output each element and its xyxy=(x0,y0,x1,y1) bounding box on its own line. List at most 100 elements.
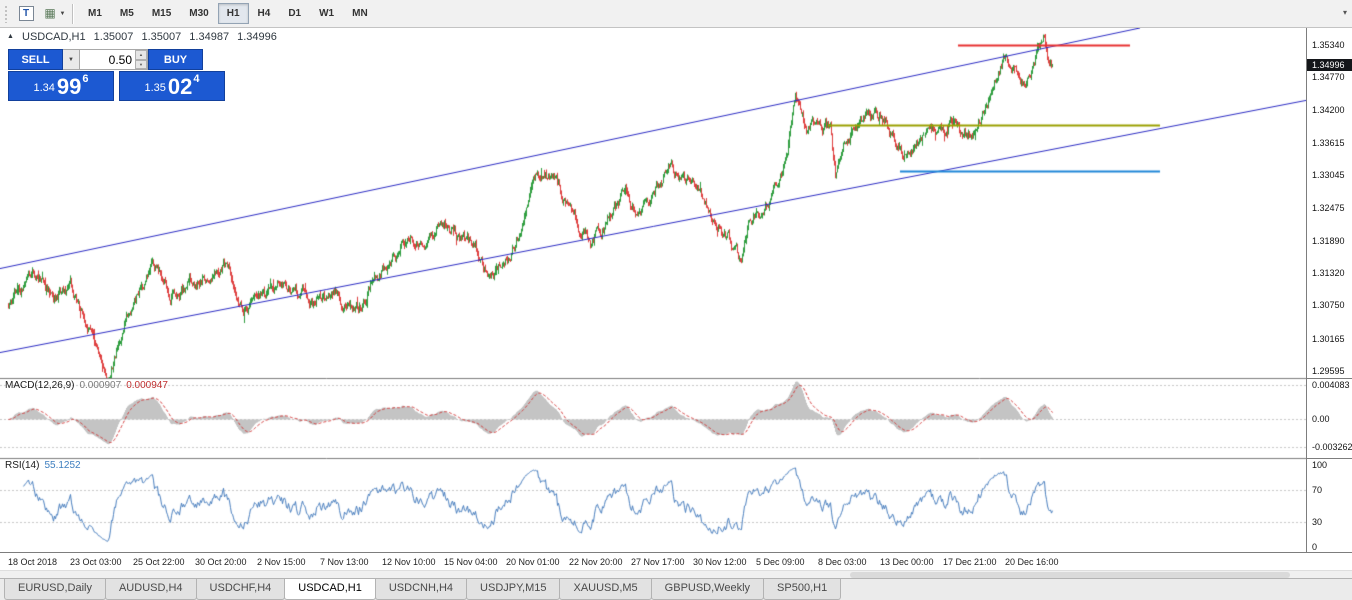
price-axis-label: 1.33045 xyxy=(1312,170,1345,180)
price-axis-label: 1.31320 xyxy=(1312,268,1345,278)
spin-up-icon[interactable]: ▲ xyxy=(135,50,147,60)
buy-button[interactable]: BUY xyxy=(148,49,203,70)
price-chart-canvas[interactable] xyxy=(0,28,1306,552)
time-axis-label: 25 Oct 22:00 xyxy=(133,557,185,567)
bid-point: 6 xyxy=(82,73,89,85)
timeframe-button-m5[interactable]: M5 xyxy=(119,8,134,19)
timeframe-button-d1[interactable]: D1 xyxy=(288,8,302,19)
chart-tab-sp500[interactable]: SP500,H1 xyxy=(763,579,842,600)
chart-tab-xauusd[interactable]: XAUUSD,M5 xyxy=(559,579,652,600)
macd-name: MACD(12,26,9) xyxy=(5,380,75,391)
time-axis-label: 27 Nov 17:00 xyxy=(631,557,685,567)
chart-symbol: USDCAD,H1 xyxy=(22,31,86,43)
ask-price-button[interactable]: 1.35 02 4 xyxy=(119,71,225,101)
toolbar-separator xyxy=(72,3,74,24)
sell-button[interactable]: SELL xyxy=(8,49,63,70)
time-axis-label: 18 Oct 2018 xyxy=(8,557,58,567)
price-axis-label: 1.34200 xyxy=(1312,105,1345,115)
rsi-scale-label: 0 xyxy=(1312,542,1318,552)
ohlc-high: 1.35007 xyxy=(141,31,182,43)
time-axis-label: 5 Dec 09:00 xyxy=(756,557,805,567)
chart-tab-gbpusd[interactable]: GBPUSD,Weekly xyxy=(650,579,765,600)
ohlc-low: 1.34987 xyxy=(189,31,230,43)
toolbar-grip[interactable] xyxy=(4,4,8,23)
spin-down-icon[interactable]: ▼ xyxy=(135,59,147,69)
chart-tab-usdjpy[interactable]: USDJPY,M15 xyxy=(466,579,561,600)
timeframe-button-h1[interactable]: H1 xyxy=(217,3,249,24)
price-axis-label: 1.35340 xyxy=(1312,40,1345,50)
chart-tab-audusd[interactable]: AUDUSD,H4 xyxy=(104,579,197,600)
time-axis-label: 12 Nov 10:00 xyxy=(382,557,436,567)
toolbar-overflow-icon[interactable]: ▾ xyxy=(1342,8,1347,17)
time-axis-label: 2 Nov 15:00 xyxy=(257,557,306,567)
price-axis[interactable]: 1.35340 1.34770 1.34200 1.33615 1.33045 1.324… xyxy=(1306,28,1352,552)
chart-header: ▲ USDCAD,H1 1.35007 1.35007 1.34987 1.34… xyxy=(7,31,282,43)
price-axis-label: 1.31890 xyxy=(1312,236,1345,246)
scrollbar-thumb[interactable] xyxy=(850,572,1290,578)
time-axis-label: 20 Dec 16:00 xyxy=(1005,557,1059,567)
chart-expand-icon: ▲ xyxy=(7,33,14,40)
bid-price-button[interactable]: 1.34 99 6 xyxy=(8,71,114,101)
rsi-name: RSI(14) xyxy=(5,460,40,471)
time-axis-label: 13 Dec 00:00 xyxy=(880,557,934,567)
macd-scale-label: 0.00 xyxy=(1312,414,1330,424)
time-axis-label: 20 Nov 01:00 xyxy=(506,557,560,567)
time-axis-label: 23 Oct 03:00 xyxy=(70,557,122,567)
price-axis-label: 1.30750 xyxy=(1312,300,1345,310)
ask-point: 4 xyxy=(193,73,200,85)
current-price-box: 1.34996 xyxy=(1307,59,1352,71)
macd-main-value: 0.000907 xyxy=(79,380,122,391)
price-axis-label: 1.32475 xyxy=(1312,203,1345,213)
price-axis-label: 1.34770 xyxy=(1312,72,1345,82)
time-axis-label: 30 Oct 20:00 xyxy=(195,557,247,567)
rsi-indicator-label: RSI(14) 55.1252 xyxy=(5,460,81,471)
timeframe-button-w1[interactable]: W1 xyxy=(319,8,335,19)
time-axis-label: 15 Nov 04:00 xyxy=(444,557,498,567)
timeframe-button-h4[interactable]: H4 xyxy=(257,8,271,19)
macd-scale-label: 0.004083 xyxy=(1312,380,1350,390)
chart-tabs-bar: EURUSD,Daily AUDUSD,H4 USDCHF,H4 USDCAD,H1 U… xyxy=(0,578,1352,600)
ask-figure: 1.35 xyxy=(144,82,166,94)
macd-scale-label: -0.003262 xyxy=(1312,442,1352,452)
bid-figure: 1.34 xyxy=(33,82,55,94)
rsi-scale-label: 30 xyxy=(1312,517,1323,527)
time-axis-label: 22 Nov 20:00 xyxy=(569,557,623,567)
volume-dropdown-button[interactable]: ▼ xyxy=(63,49,80,70)
chart-tab-usdcad[interactable]: USDCAD,H1 xyxy=(284,579,376,600)
templates-button[interactable]: T xyxy=(13,3,39,25)
timeframe-button-mn[interactable]: MN xyxy=(352,8,368,19)
timeframe-bar: M1 M5 M15 M30 H1 H4 D1 W1 MN xyxy=(79,3,377,24)
chart-style-button[interactable]: ▦ ▼ xyxy=(41,3,67,25)
macd-indicator-label: MACD(12,26,9) 0.000907 0.000947 xyxy=(5,380,168,391)
timeframe-button-m1[interactable]: M1 xyxy=(88,8,102,19)
panel-separator xyxy=(1307,378,1352,379)
one-click-trading-panel: SELL ▼ ▲ ▼ BUY 1.34 99 6 xyxy=(8,49,225,101)
panel-separator xyxy=(1307,458,1352,459)
macd-signal-value: 0.000947 xyxy=(126,380,168,391)
time-axis-label: 7 Nov 13:00 xyxy=(320,557,369,567)
chart-tab-eurusd[interactable]: EURUSD,Daily xyxy=(4,579,106,600)
volume-input[interactable] xyxy=(80,50,147,69)
chart-style-icon: ▦ xyxy=(44,6,56,20)
rsi-scale-label: 70 xyxy=(1312,485,1323,495)
timeframe-button-m15[interactable]: M15 xyxy=(151,8,172,19)
horizontal-scrollbar[interactable] xyxy=(0,570,1352,578)
price-axis-label: 1.33615 xyxy=(1312,138,1345,148)
chart-tab-usdcnh[interactable]: USDCNH,H4 xyxy=(374,579,468,600)
bid-pips: 99 xyxy=(56,74,82,99)
time-axis-label: 17 Dec 21:00 xyxy=(943,557,997,567)
chart-window: ▲ USDCAD,H1 1.35007 1.35007 1.34987 1.34… xyxy=(0,28,1352,552)
time-axis[interactable]: 18 Oct 2018 23 Oct 03:00 25 Oct 22:00 30 Oc… xyxy=(0,552,1352,570)
chevron-down-icon: ▼ xyxy=(68,56,74,63)
price-axis-label: 1.29595 xyxy=(1312,366,1345,376)
time-axis-label: 30 Nov 12:00 xyxy=(693,557,747,567)
rsi-scale-label: 100 xyxy=(1312,460,1328,470)
ask-pips: 02 xyxy=(167,74,193,99)
time-axis-label: 8 Dec 03:00 xyxy=(818,557,867,567)
toolbar: T ▦ ▼ M1 M5 M15 M30 H1 H4 D1 W1 MN ▾ xyxy=(0,0,1352,28)
template-tool-icon: T xyxy=(18,6,34,21)
chart-tab-usdchf[interactable]: USDCHF,H4 xyxy=(195,579,286,600)
timeframe-button-m30[interactable]: M30 xyxy=(189,8,209,19)
chevron-down-icon: ▼ xyxy=(59,10,66,17)
